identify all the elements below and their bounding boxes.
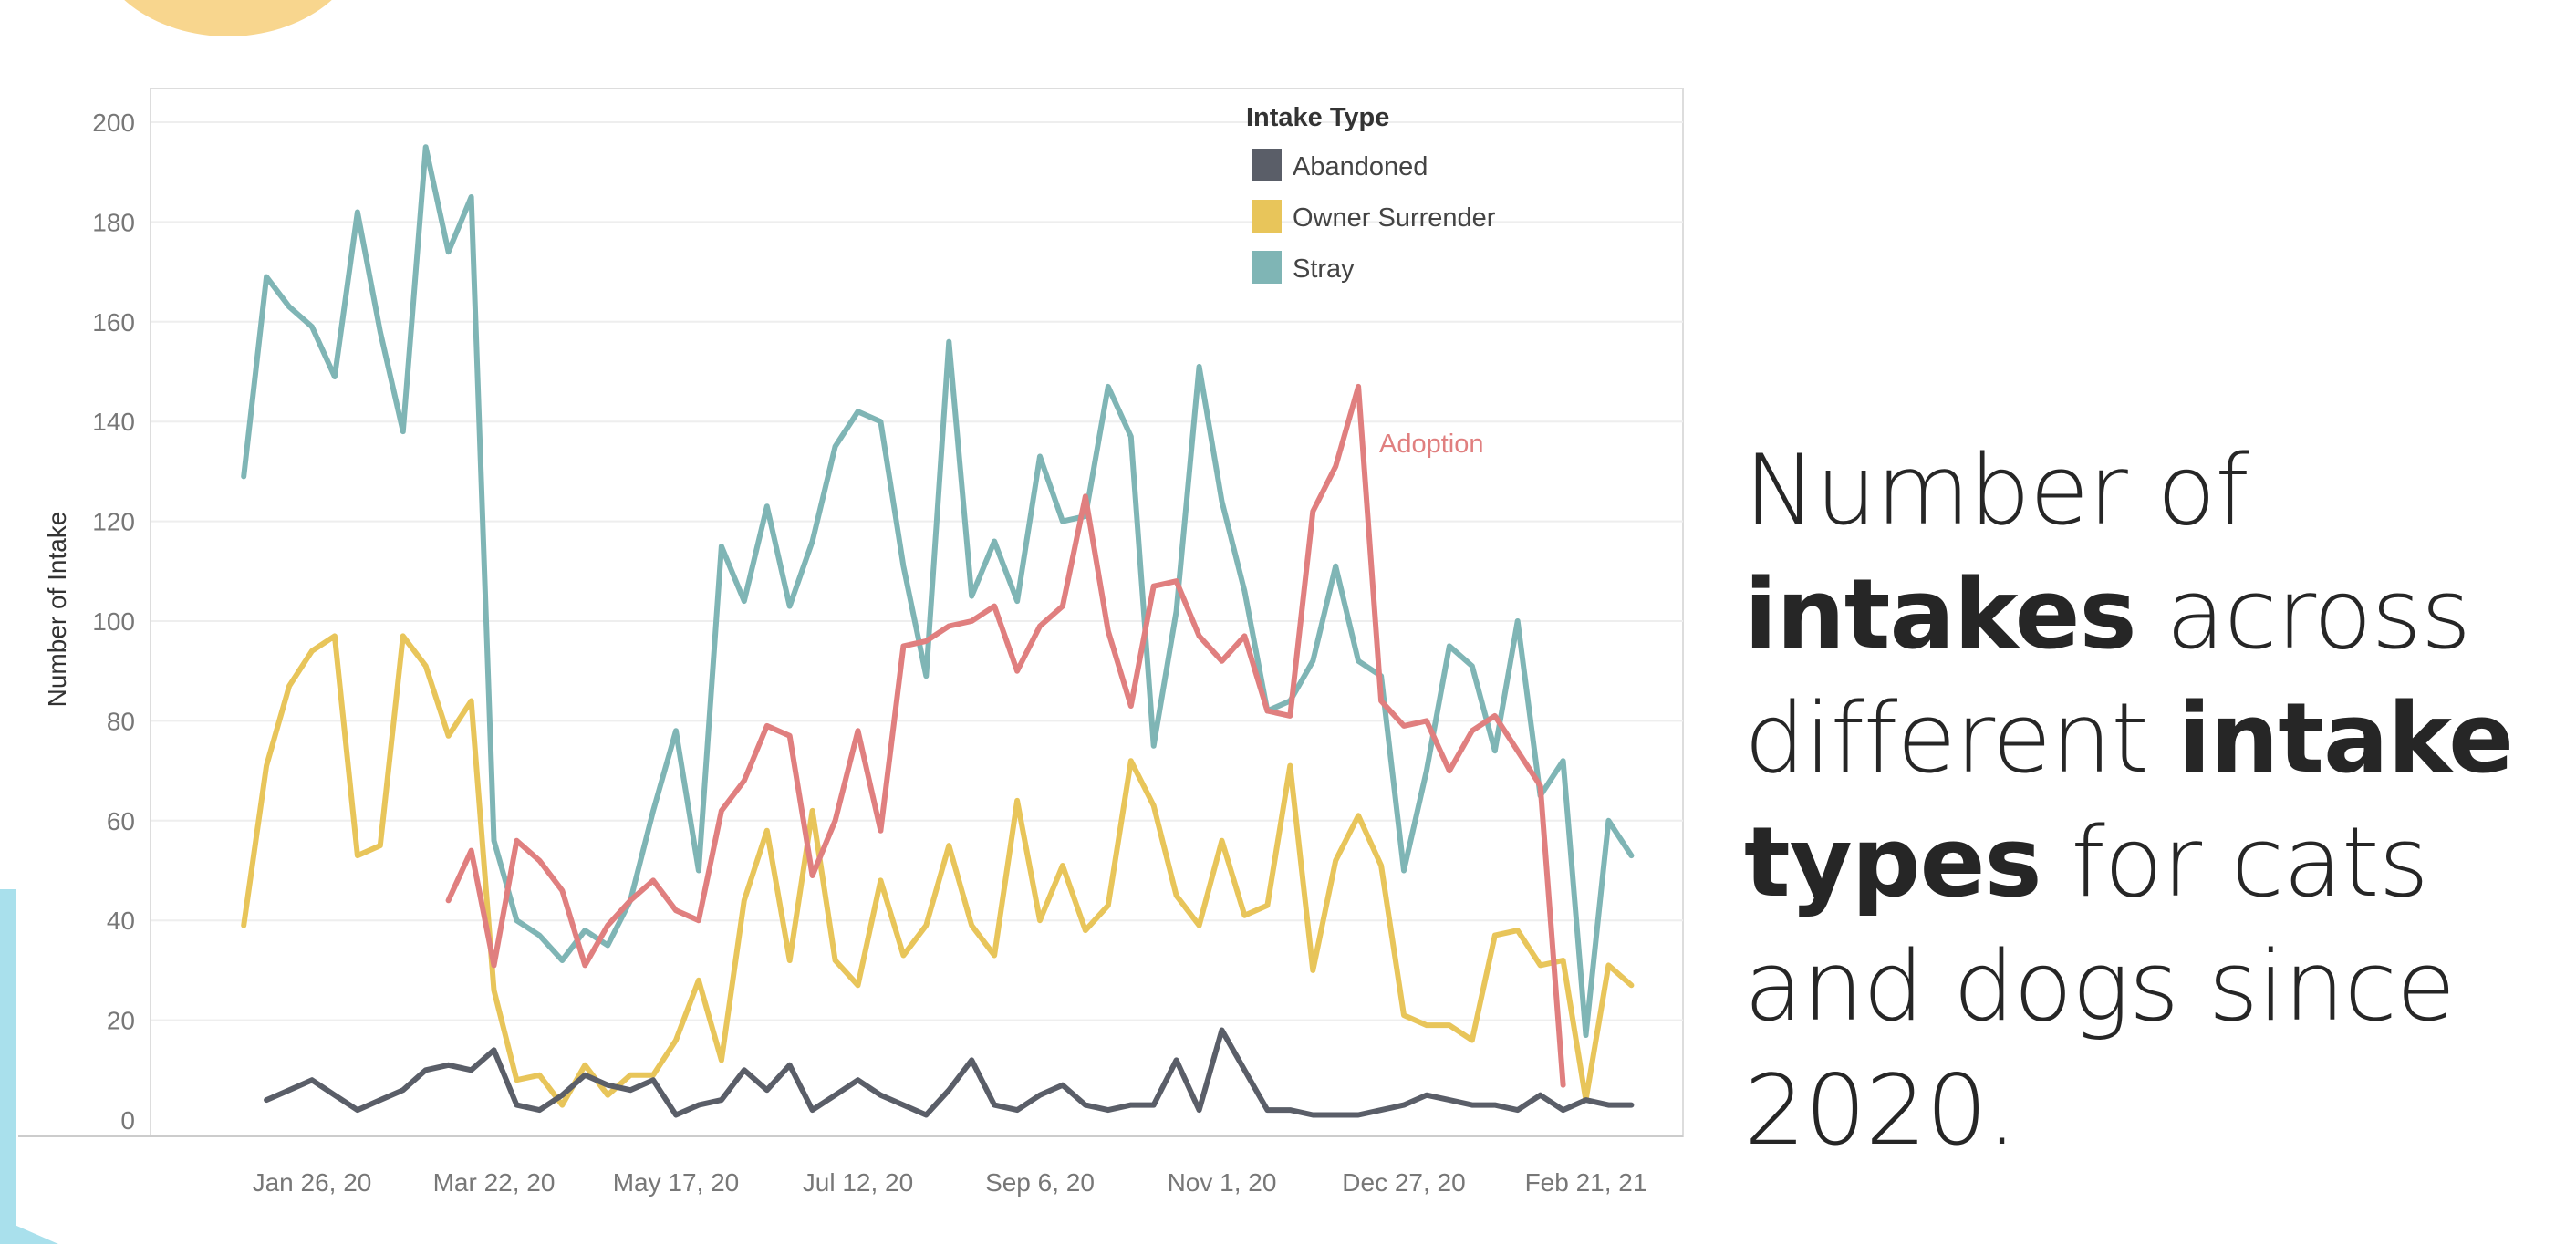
- y-tick-label: 60: [107, 807, 135, 835]
- legend-title: Intake Type: [1246, 103, 1389, 132]
- y-axis-label: Number of Intake: [43, 512, 71, 708]
- headline-emphasis: intakes: [1744, 558, 2137, 670]
- line-chart: 0 20 40 60 80 100 120 140 160 180 200 Jan 26, 20 Mar…: [18, 88, 1684, 1197]
- legend-label-owner-surrender: Owner Surrender: [1293, 203, 1496, 233]
- x-tick-label: Jan 26, 20: [253, 1168, 372, 1197]
- plot-frame: [150, 88, 1684, 1137]
- series-line-owner-surrender: [241, 633, 1635, 1108]
- legend-swatch-owner-surrender: [1252, 200, 1282, 233]
- series-line-stray: [241, 144, 1635, 1038]
- y-tick-label: 40: [107, 907, 135, 935]
- y-tick-label: 100: [92, 607, 135, 636]
- y-tick-label: 200: [92, 109, 135, 137]
- series-line-adoption: [445, 383, 1566, 1088]
- x-tick-label: Feb 21, 21: [1525, 1168, 1647, 1197]
- legend-swatch-stray: [1252, 251, 1282, 284]
- y-tick-label: 180: [92, 208, 135, 236]
- x-tick-label: Mar 22, 20: [433, 1168, 556, 1197]
- legend-label-stray: Stray: [1293, 254, 1355, 284]
- y-tick-label: 160: [92, 308, 135, 337]
- x-tick-label: Sep 6, 20: [985, 1168, 1095, 1197]
- x-tick-label: Dec 27, 20: [1342, 1168, 1465, 1197]
- annotation-adoption: Adoption: [1379, 430, 1484, 459]
- y-tick-label: 120: [92, 508, 135, 536]
- y-tick-label: 20: [107, 1007, 135, 1035]
- y-tick-label: 140: [92, 408, 135, 436]
- decorative-bar: [0, 889, 16, 1244]
- headline-text: Number of intakes across different intak…: [1744, 429, 2547, 1173]
- x-tick-label: Nov 1, 20: [1168, 1168, 1277, 1197]
- x-tick-label: Jul 12, 20: [803, 1168, 913, 1197]
- headline-emphasis: intake types: [1744, 682, 2514, 918]
- headline-segment: Number of: [1744, 434, 2249, 546]
- x-tick-label: May 17, 20: [613, 1168, 740, 1197]
- series-line-abandoned: [264, 1027, 1635, 1118]
- decorative-triangle: [0, 1218, 58, 1244]
- headline-segment: across different: [1744, 558, 2471, 794]
- legend-swatch-abandoned: [1252, 149, 1282, 181]
- y-tick-label: 0: [120, 1106, 135, 1135]
- legend: Intake Type Abandoned Owner Surrender Stra…: [1246, 103, 1496, 284]
- y-tick-label: 80: [107, 707, 135, 735]
- legend-label-abandoned: Abandoned: [1293, 152, 1428, 181]
- headline-segment: for cats and dogs since 2020.: [1744, 806, 2456, 1166]
